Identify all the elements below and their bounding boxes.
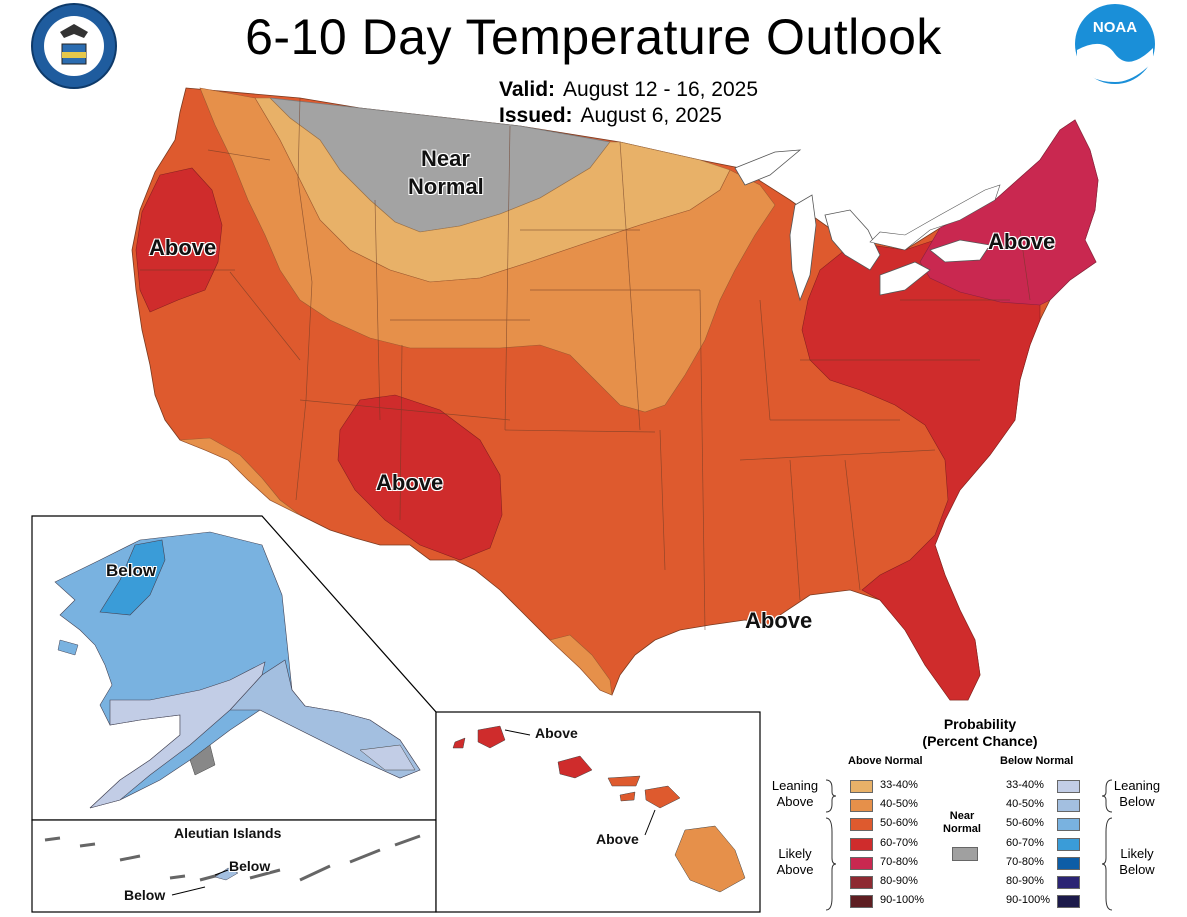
above-swatch xyxy=(850,818,873,831)
near-normal-label-2: Normal xyxy=(408,174,484,199)
above-swatch xyxy=(850,780,873,793)
aleutian-inset xyxy=(31,819,437,913)
above-range-label: 80-90% xyxy=(880,875,918,887)
below-swatch xyxy=(1057,857,1080,870)
above-range-label: 70-80% xyxy=(880,856,918,868)
below-range-label: 80-90% xyxy=(1006,875,1044,887)
leaning-above-line1: Leaning xyxy=(771,778,819,793)
below-range-label: 40-50% xyxy=(1006,798,1044,810)
page-title: 6-10 Day Temperature Outlook xyxy=(245,9,942,65)
below-range-label: 90-100% xyxy=(1006,894,1051,906)
below-swatch xyxy=(1057,780,1080,793)
leaning-above-label: Leaning Above xyxy=(764,778,826,810)
above-normal-header: Above Normal xyxy=(848,755,923,767)
below-range-label: 33-40% xyxy=(1006,779,1044,791)
leaning-above-line2: Above xyxy=(776,794,814,809)
near-normal-label-1: Near xyxy=(421,146,470,171)
below-normal-header: Below Normal xyxy=(1000,755,1074,767)
above-range-label: 60-70% xyxy=(880,837,918,849)
west-coast-above-region xyxy=(135,167,223,313)
aleutian-label-1: Below xyxy=(229,858,271,874)
legend-title-line2: (Percent Chance) xyxy=(922,733,1038,749)
hawaii-label-1: Above xyxy=(535,725,578,741)
below-swatch xyxy=(1057,838,1080,851)
likely-below-label: Likely Below xyxy=(1106,846,1168,878)
above-swatch xyxy=(850,857,873,870)
issued-date: August 6, 2025 xyxy=(580,104,722,127)
valid-label: Valid: xyxy=(499,78,556,101)
issued-label: Issued: xyxy=(499,104,573,127)
above-swatch xyxy=(850,799,873,812)
likely-below-line1: Likely xyxy=(1120,846,1154,861)
alaska-inset xyxy=(31,515,437,821)
east-above-region xyxy=(801,229,1041,701)
leaning-below-line1: Leaning xyxy=(1113,778,1161,793)
southwest-label: Above xyxy=(376,470,444,495)
state-boundaries xyxy=(140,97,1031,631)
near-normal-legend-label: Near Normal xyxy=(932,810,992,836)
canada-area xyxy=(869,184,1001,251)
near-normal-line1: Near xyxy=(949,810,975,822)
alaska-label: Below xyxy=(106,561,157,580)
below-range-label: 70-80% xyxy=(1006,856,1044,868)
noaa-logo-icon: NOAA xyxy=(1075,4,1155,84)
above-swatch xyxy=(850,895,873,908)
west-coast-label: Above xyxy=(149,235,217,260)
legend-braces xyxy=(825,779,1113,911)
aleutian-label-2: Below xyxy=(124,887,166,903)
below-swatch xyxy=(1057,818,1080,831)
likely-below-line2: Below xyxy=(1119,862,1155,877)
aleutian-title: Aleutian Islands xyxy=(174,825,282,841)
above-range-label: 50-60% xyxy=(880,817,918,829)
likely-above-line1: Likely xyxy=(778,846,812,861)
above-range-label: 90-100% xyxy=(880,894,925,906)
below-swatch xyxy=(1057,895,1080,908)
legend-title: Probability (Percent Chance) xyxy=(880,716,1080,750)
below-range-label: 60-70% xyxy=(1006,837,1044,849)
hawaii-inset xyxy=(435,711,761,913)
above-range-label: 40-50% xyxy=(880,798,918,810)
legend-title-line1: Probability xyxy=(943,716,1017,732)
above-range-label: 33-40% xyxy=(880,779,918,791)
south-texas-lean-region xyxy=(549,634,613,696)
valid-dates: August 12 - 16, 2025 xyxy=(563,78,759,101)
date-block: Valid: August 12 - 16, 2025 Issued: August… xyxy=(499,77,758,129)
above-swatch xyxy=(850,838,873,851)
above-swatch xyxy=(850,876,873,889)
leaning-below-line2: Below xyxy=(1119,794,1155,809)
likely-above-label: Likely Above xyxy=(764,846,826,878)
probability-legend: Probability (Percent Chance) Above Norma… xyxy=(760,712,1180,912)
below-swatch xyxy=(1057,799,1080,812)
leaning-above-band-region xyxy=(199,87,776,413)
near-normal-line2: Normal xyxy=(943,823,981,835)
near-normal-swatch xyxy=(952,847,978,861)
northeast-label: Above xyxy=(988,229,1056,254)
southwest-above-region xyxy=(337,394,503,561)
hawaii-label-2: Above xyxy=(596,831,639,847)
gulf-label: Above xyxy=(745,608,813,633)
likely-above-line2: Above xyxy=(776,862,814,877)
commerce-seal-icon xyxy=(31,3,117,89)
below-range-label: 50-60% xyxy=(1006,817,1044,829)
noaa-logo-text: NOAA xyxy=(1093,19,1137,36)
leaning-below-label: Leaning Below xyxy=(1106,778,1168,810)
below-swatch xyxy=(1057,876,1080,889)
southwest-lean-region xyxy=(179,437,301,516)
great-lakes xyxy=(734,149,991,302)
